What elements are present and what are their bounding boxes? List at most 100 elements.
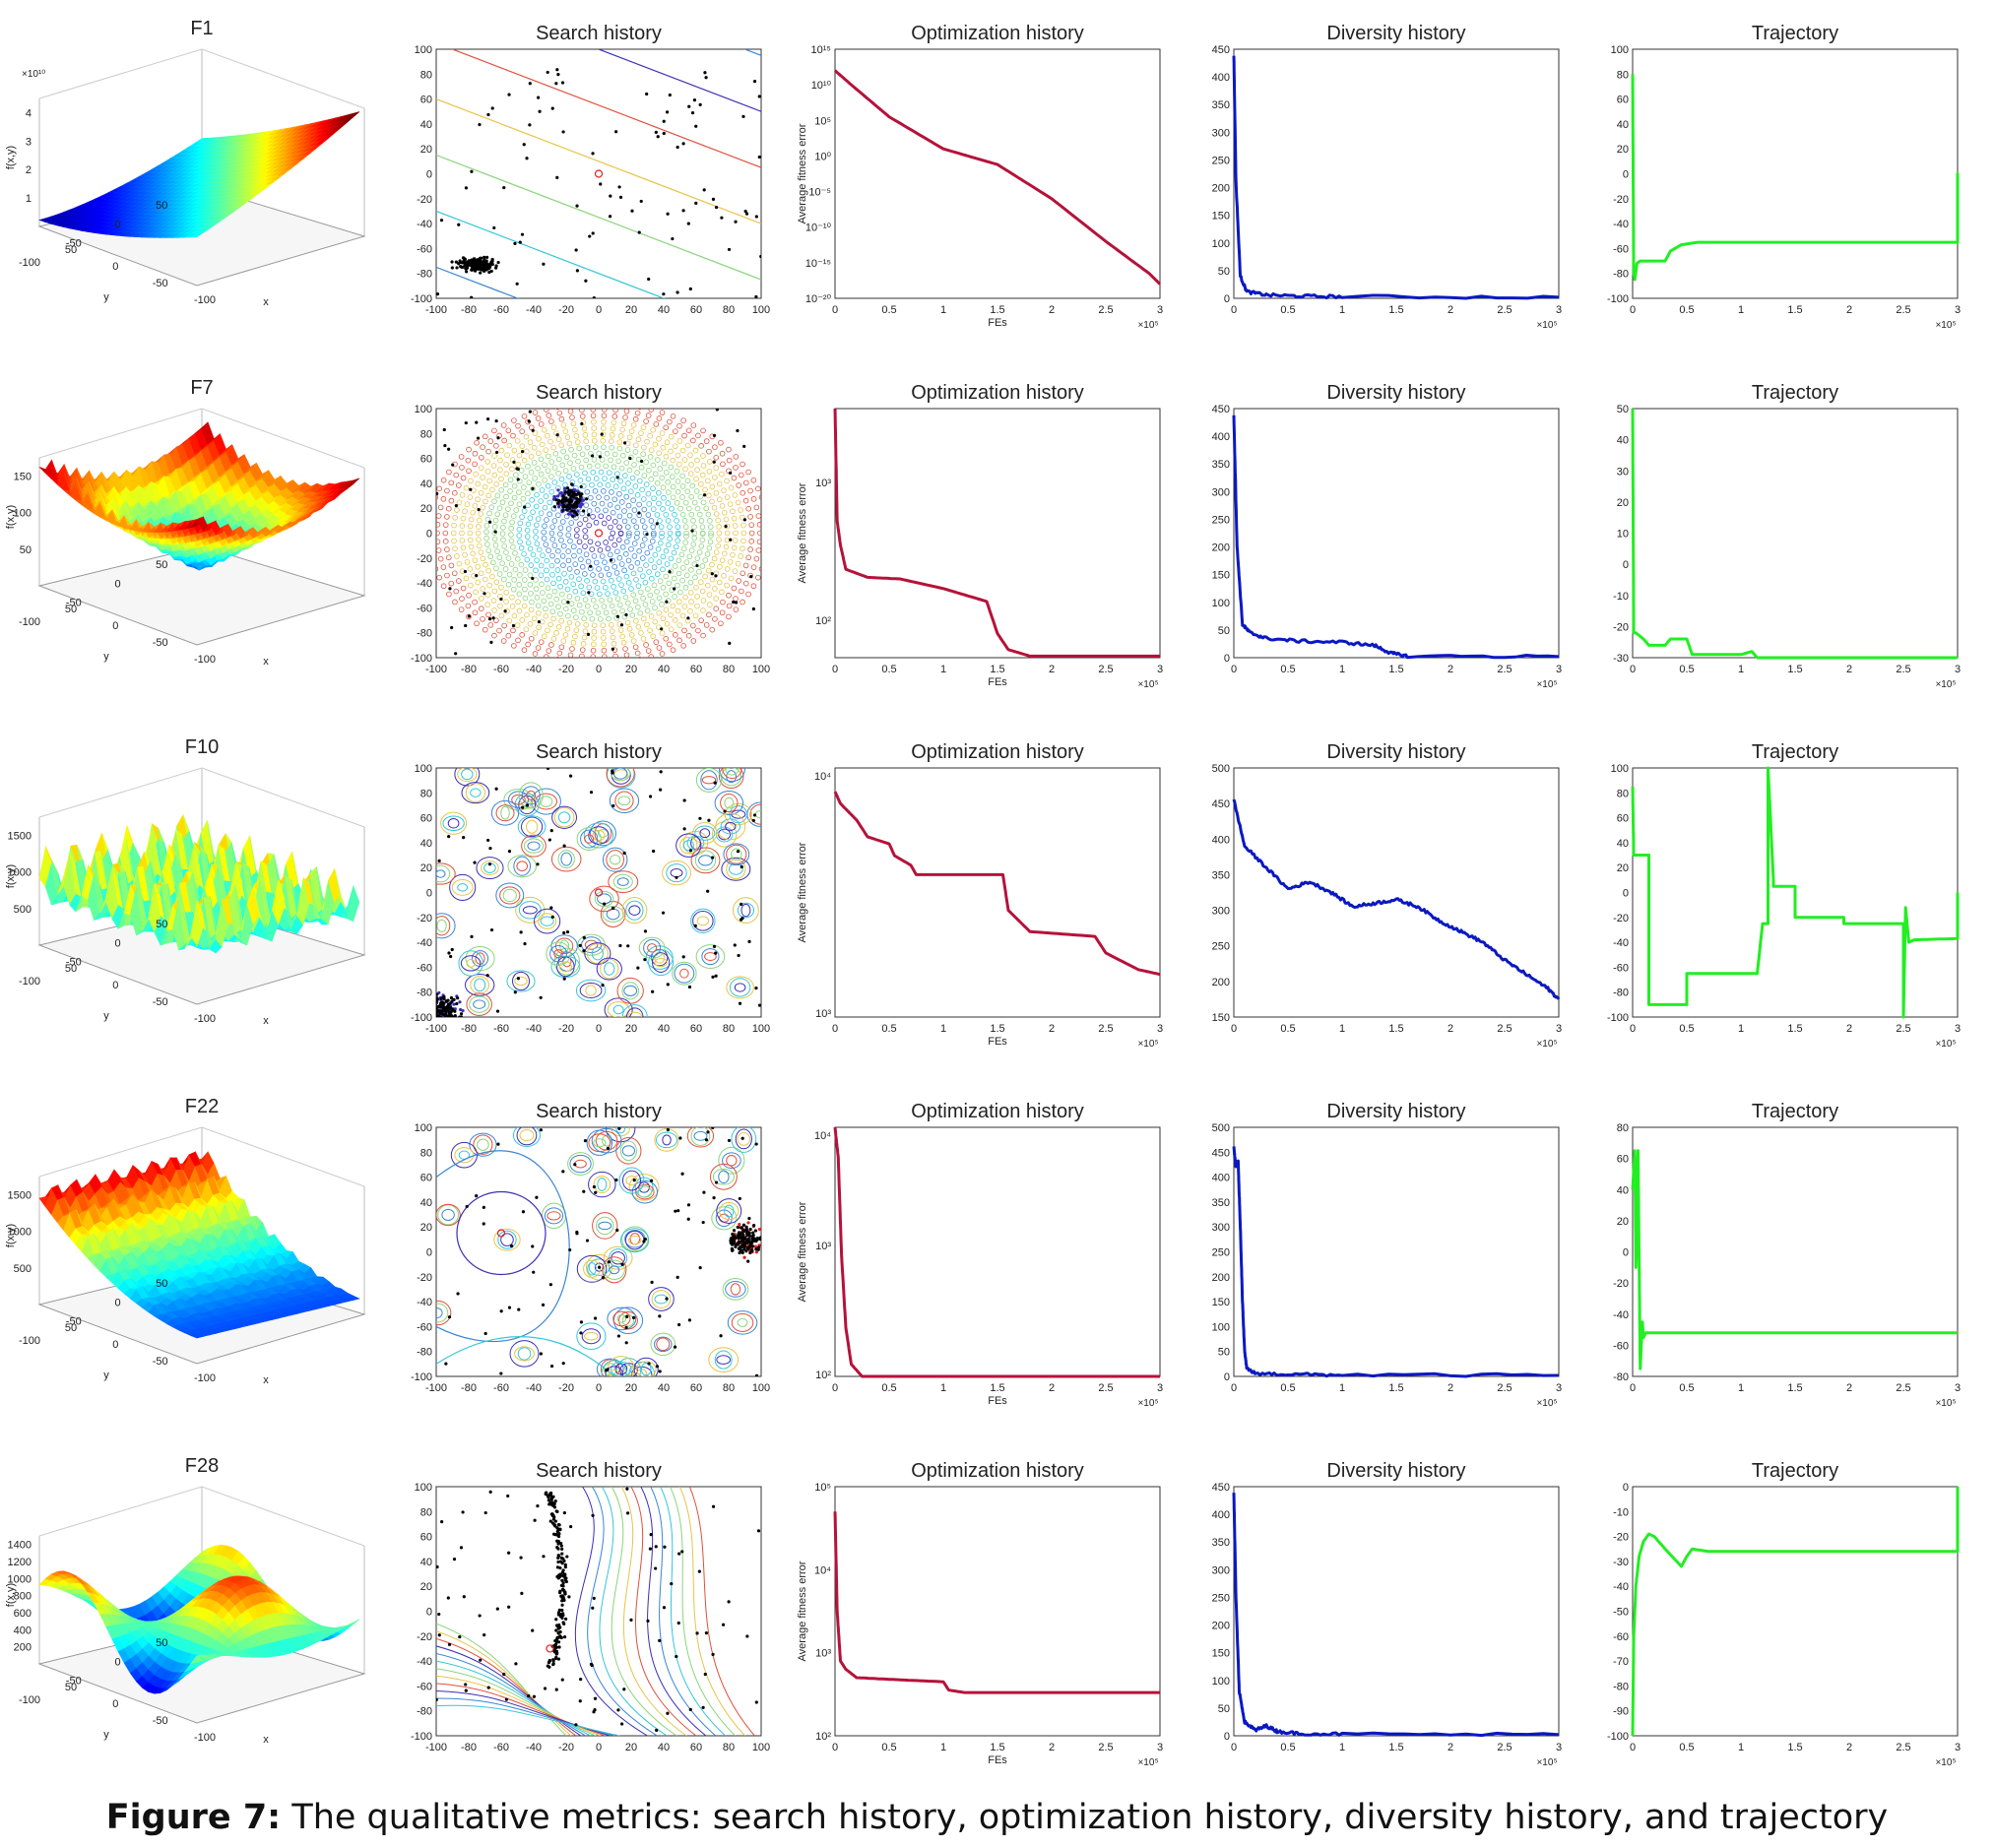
- search-point: [523, 505, 527, 509]
- x-tick-label: 1: [1339, 1023, 1345, 1035]
- search-point: [711, 197, 716, 201]
- search-point: [516, 977, 520, 981]
- search-point: [528, 123, 532, 127]
- contour-ring: [593, 519, 600, 526]
- search-point: [538, 109, 542, 113]
- search-point: [601, 984, 605, 988]
- contour-ring: [616, 524, 622, 531]
- search-point: [686, 222, 690, 225]
- contour-ring: [639, 518, 646, 524]
- surface-y-tick: 0: [114, 578, 120, 590]
- contour-line: [436, 98, 761, 224]
- search-point: [712, 460, 716, 464]
- search-point: [714, 574, 718, 578]
- contour-ring: [631, 507, 638, 513]
- y-tick-label: -100: [411, 293, 432, 305]
- axis-box-edge: [38, 408, 365, 469]
- search-point: [465, 270, 469, 274]
- contour-ring: [559, 519, 566, 525]
- y-tick-label: 350: [1212, 869, 1230, 881]
- y-tick-label: 30: [1617, 466, 1629, 478]
- search-point: [469, 260, 473, 264]
- search-point: [459, 1012, 464, 1016]
- search-point: [566, 512, 571, 516]
- contour-ring: [554, 557, 560, 564]
- contour-ring: [625, 533, 632, 539]
- plot-area: [1632, 408, 1959, 659]
- contour-ring: [620, 485, 627, 492]
- search-point: [736, 428, 740, 433]
- search-point: [470, 169, 474, 173]
- search-point: [539, 995, 543, 999]
- contour-ring: [583, 551, 590, 557]
- search-point: [571, 514, 575, 518]
- contour-ring: [650, 524, 657, 530]
- contour-ring: [605, 482, 611, 488]
- contour-ring: [607, 551, 613, 558]
- search-point: [455, 266, 459, 270]
- contour-ring: [622, 550, 629, 557]
- x-tick-label: 1: [940, 304, 946, 316]
- contour-ring: [557, 531, 563, 538]
- search-point: [486, 264, 491, 268]
- contour-ring: [591, 553, 598, 559]
- search-point: [579, 484, 583, 489]
- search-point: [531, 428, 535, 432]
- contour-ring: [623, 539, 630, 544]
- search-point: [436, 292, 440, 296]
- contour-ring: [623, 493, 630, 500]
- contour-ring: [557, 525, 564, 531]
- contour-ring: [604, 565, 611, 572]
- x-tick-label: 0: [1630, 664, 1636, 675]
- x-tick-label: -100: [425, 304, 447, 316]
- search-point: [442, 994, 446, 999]
- search-point: [742, 444, 746, 448]
- search-point: [485, 974, 489, 978]
- search-point: [723, 809, 727, 813]
- contour-ring: [549, 537, 556, 542]
- search-point: [454, 652, 458, 656]
- search-point: [618, 195, 623, 199]
- contour-ring: [585, 558, 592, 565]
- search-point: [550, 915, 554, 920]
- surface-y-tick: -50: [66, 238, 82, 250]
- x-tick-label: 1.5: [990, 304, 1004, 316]
- search-point: [531, 486, 535, 490]
- y-tick-label: -100: [1607, 293, 1629, 305]
- contour-ring: [627, 488, 634, 495]
- contour-ring: [590, 572, 596, 578]
- contour-line: [436, 266, 520, 298]
- surface-x-tick: -100: [194, 654, 216, 666]
- search-point: [494, 418, 498, 423]
- contour-ring: [630, 497, 636, 504]
- search-point: [592, 295, 596, 298]
- search-point: [754, 987, 758, 990]
- contour-layer: [436, 409, 761, 658]
- search-point: [494, 787, 498, 791]
- contour-ring: [601, 520, 608, 527]
- x-tick-label: 1.5: [1388, 1023, 1403, 1035]
- y-tick-label: 300: [1212, 486, 1230, 498]
- search-point: [568, 774, 573, 778]
- panel-3-2: Search history-100-100-80-80-60-60-40-40…: [411, 741, 770, 1035]
- contour-ring: [641, 506, 648, 513]
- surface-z-tick: 1500: [8, 831, 32, 843]
- search-point: [458, 1000, 462, 1004]
- search-point: [440, 1005, 445, 1009]
- search-point: [712, 433, 717, 437]
- x-tick-label: 20: [625, 1023, 637, 1035]
- x-tick-label: 0.5: [881, 304, 896, 316]
- x-tick-label: -100: [425, 1023, 447, 1035]
- y-tick-label: 0: [426, 888, 432, 900]
- surface-y-tick: -100: [19, 616, 40, 628]
- search-point: [554, 82, 558, 86]
- plot-area: [834, 767, 1161, 1018]
- contour-ring: [578, 556, 584, 562]
- y-tick-label: 80: [420, 428, 432, 440]
- x-tick-label: 3: [1157, 1023, 1163, 1035]
- y-tick-label: 60: [420, 813, 432, 825]
- search-point: [562, 977, 566, 981]
- x-tick-label: -100: [425, 664, 447, 675]
- surface-y-label: y: [103, 291, 109, 303]
- contour-ring: [590, 514, 596, 520]
